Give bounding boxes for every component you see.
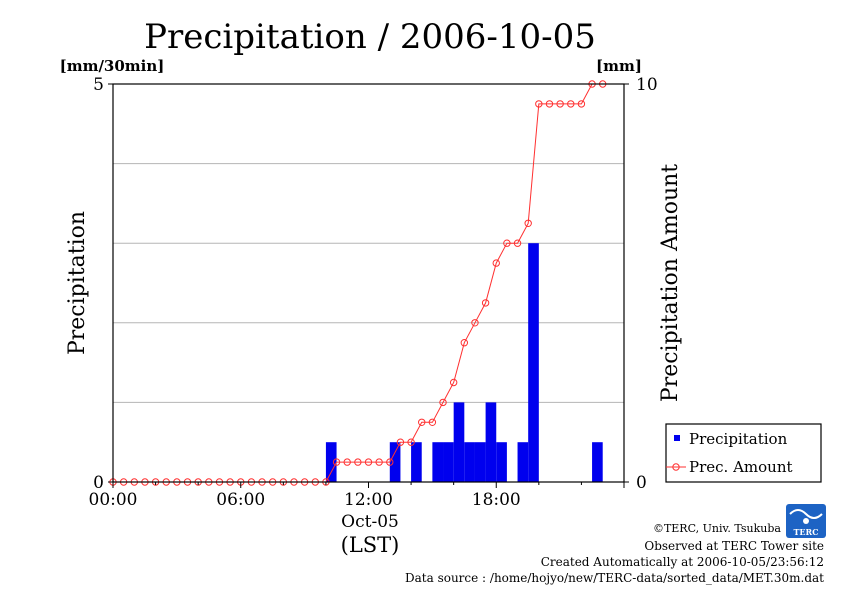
amount-point [428,418,437,426]
grid-lines [113,163,624,403]
terc-logo-wave [789,509,823,519]
precipitation-bar [517,442,529,482]
amount-point [471,319,479,327]
legend-label-amount: Prec. Amount [689,458,793,476]
amount-point [386,458,394,466]
precipitation-bar [496,442,507,482]
amount-point [481,299,490,307]
legend-label-precipitation: Precipitation [689,430,788,448]
legend-box [665,423,822,483]
precipitation-bars [325,243,603,482]
precipitation-bar [528,243,539,482]
footer-copyright: ©TERC, Univ. Tsukuba [653,522,781,535]
amount-point [577,100,586,108]
legend: Precipitation Prec. Amount [665,423,822,483]
amount-point [375,458,383,466]
amount-point [449,378,458,387]
precipitation-bar [485,402,497,482]
precipitation-bar [453,402,465,482]
amount-point [332,458,341,466]
amount-point [524,219,532,228]
amount-point [492,259,500,267]
y2-tick-label: 0 [636,473,647,493]
y-axis-ticks: 05 [93,75,113,493]
footer-observed: Observed at TERC Tower site [644,539,824,553]
precipitation-bar [443,442,454,482]
footer-created: Created Automatically at 2006-10-05/23:5… [541,555,824,569]
y2-tick-label: 10 [636,75,658,95]
legend-bar-swatch [674,435,680,441]
amount-point [354,458,362,466]
y2-axis-label: Precipitation Amount [658,164,683,402]
x-tick-label: 12:00 [344,490,393,510]
amount-point [556,100,564,108]
amount-point [418,418,426,426]
amount-point [545,100,554,108]
x-tick-label: 18:00 [472,490,521,510]
precipitation-bar [325,442,337,482]
y-axis-label: Precipitation [65,211,90,355]
legend-line-marker [672,463,680,471]
amount-point [343,458,351,466]
y-tick-label: 0 [93,473,104,493]
plot-frame [112,83,625,483]
y-axis-unit: [mm/30min] [60,57,165,75]
terc-logo-text: TERC [793,527,818,537]
amount-point [396,438,405,446]
amount-point [460,339,469,347]
precipitation-bar [389,442,401,482]
chart-title: Precipitation / 2006-10-05 [144,17,596,57]
amount-point [364,458,373,466]
x-axis-timezone-label: (LST) [341,533,400,557]
y2-axis-ticks: 0 10 [624,75,658,493]
precipitation-bar [411,442,422,482]
x-axis-date-label: Oct-05 [341,512,399,532]
terc-logo-drop [803,518,809,524]
x-tick-label: 00:00 [89,490,138,510]
x-axis-ticks: 00:00 06:00 12:00 18:00 [89,482,625,510]
amount-point [439,398,447,407]
y-tick-label: 5 [93,75,104,95]
precipitation-bar [464,442,475,482]
y2-axis-unit: [mm] [596,57,642,75]
precipitation-bar [474,442,486,482]
amount-point [513,239,522,247]
amount-point [567,100,575,108]
terc-logo: TERC [786,504,826,538]
x-tick-label: 06:00 [216,490,265,510]
precipitation-bar [592,442,603,482]
amount-point [535,100,543,108]
precipitation-bar [432,442,444,482]
footer-source: Data source : /home/hojyo/new/TERC-data/… [405,571,824,585]
amount-point [503,239,511,247]
amount-point [407,438,415,446]
